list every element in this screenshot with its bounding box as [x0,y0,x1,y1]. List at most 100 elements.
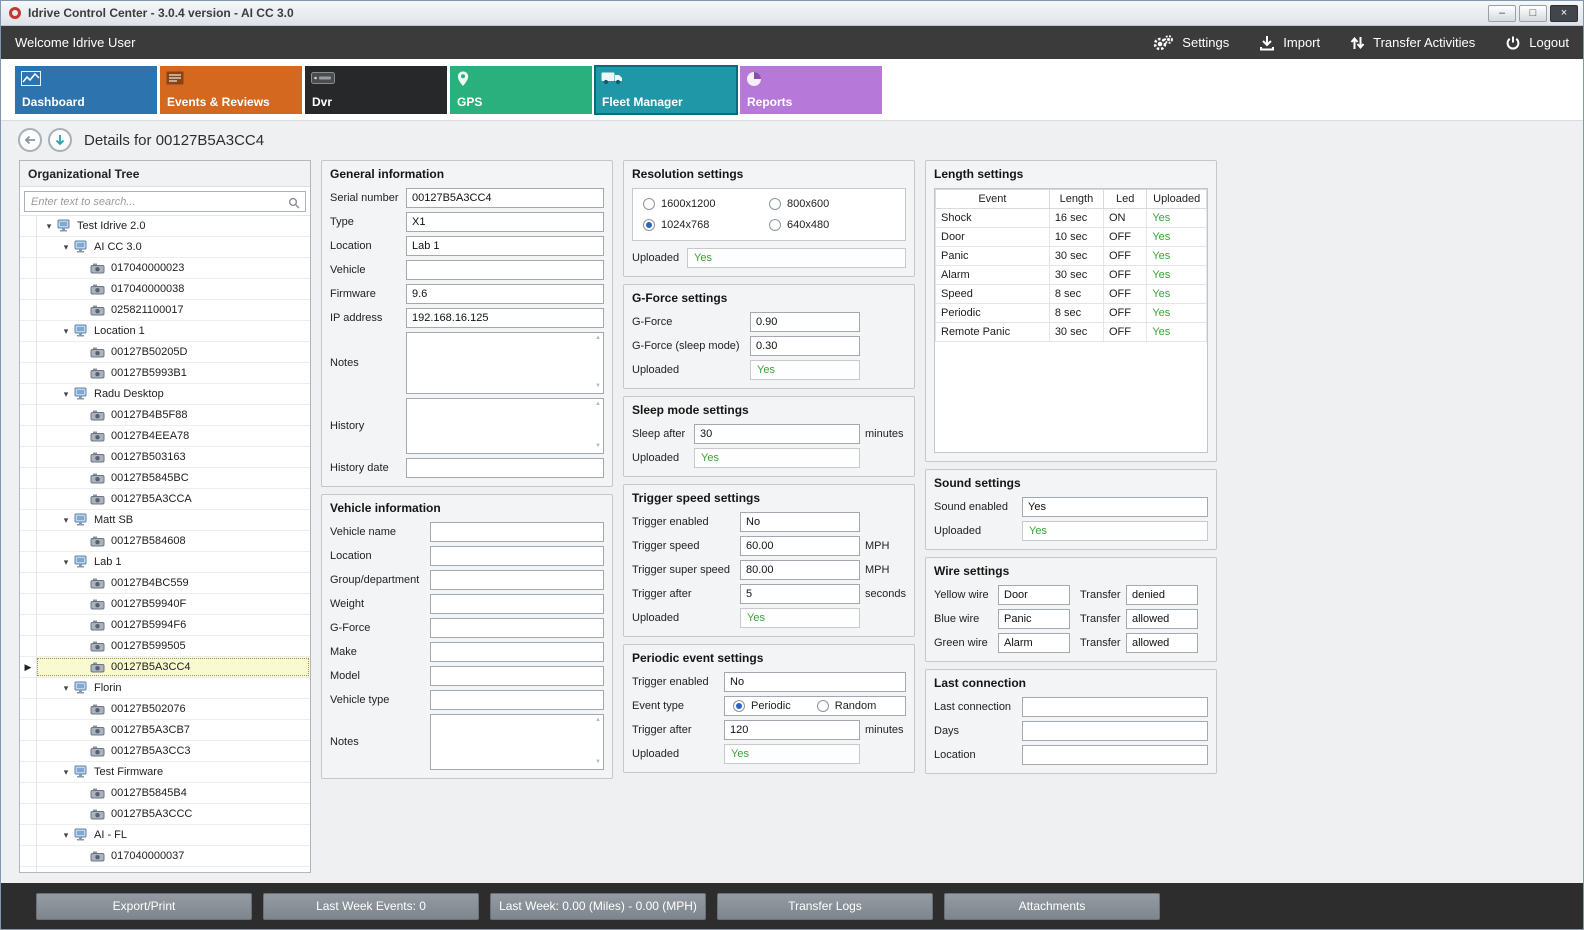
g-force-input[interactable] [750,312,860,332]
scroll-down-icon[interactable]: ▼ [595,383,601,389]
length-settings-row[interactable]: Periodic 8 sec OFF Yes [935,303,1207,323]
expand-arrow-icon[interactable]: ▾ [63,514,69,525]
tree-item[interactable]: ▾ Lab 1 [20,552,310,573]
history-date-input[interactable] [406,458,604,478]
scroll-up-icon[interactable]: ▲ [595,335,601,341]
export-print-button[interactable]: Export/Print [36,892,252,920]
logout-button[interactable]: Logout [1505,35,1569,51]
location-input[interactable] [430,546,604,566]
notes-textarea[interactable] [406,332,604,394]
radio-1600x1200[interactable]: 1600x1200 [643,198,769,210]
expand-arrow-icon[interactable]: ▾ [63,241,69,252]
import-button[interactable]: Import [1259,35,1320,51]
attachments-button[interactable]: Attachments [944,892,1160,920]
tree-item[interactable]: 00127B5A3CB7 [20,720,310,741]
type-input[interactable] [406,212,604,232]
tree-item[interactable]: 00127B502076 [20,699,310,720]
length-settings-row[interactable]: Panic 30 sec OFF Yes [935,246,1207,266]
expand-arrow-icon[interactable]: ▾ [46,220,52,231]
tree-item[interactable]: ▾ AI CC 3.0 [20,237,310,258]
scroll-down-icon[interactable]: ▼ [595,759,601,765]
back-button[interactable] [18,128,42,152]
last-week-stats-button[interactable]: Last Week: 0.00 (Miles) - 0.00 (MPH) [490,892,706,920]
tree-item[interactable]: ▾ Matt SB [20,510,310,531]
transfer-logs-button[interactable]: Transfer Logs [717,892,933,920]
maximize-button[interactable]: □ [1519,4,1547,22]
tree-item[interactable]: ▾ AI - FL [20,825,310,846]
tab-reports[interactable]: Reports [740,66,882,114]
g-force-input[interactable] [430,618,604,638]
tree-item[interactable]: 00127B503163 [20,447,310,468]
sleep-after-input[interactable] [694,424,860,444]
tab-gps[interactable]: GPS [450,66,592,114]
radio-periodic[interactable]: Periodic [733,700,791,712]
radio-random[interactable]: Random [816,700,876,712]
expand-arrow-icon[interactable]: ▾ [63,556,69,567]
tree-item[interactable]: 017040000037 [20,846,310,867]
tree-item[interactable]: 00127B584608 [20,531,310,552]
ip-address-input[interactable] [406,308,604,328]
trigger-speed-input[interactable] [740,536,860,556]
collapse-all-button[interactable] [48,128,72,152]
radio-800x600[interactable]: 800x600 [769,198,895,210]
group-department-input[interactable] [430,570,604,590]
length-settings-row[interactable]: Alarm 30 sec OFF Yes [935,265,1207,285]
tree-item[interactable]: 00127B5A3CCC [20,804,310,825]
transfer-activities-button[interactable]: Transfer Activities [1350,35,1475,51]
tree-item[interactable]: 00127B5994F6 [20,615,310,636]
firmware-input[interactable] [406,284,604,304]
radio-640x480[interactable]: 640x480 [769,219,895,231]
tree-item[interactable]: ▾ Location 1 [20,321,310,342]
trigger-after-input[interactable] [740,584,860,604]
expand-arrow-icon[interactable]: ▾ [63,325,69,336]
notes-textarea[interactable] [430,714,604,770]
tree-item[interactable]: 00127B599505 [20,636,310,657]
blue-wire-input[interactable] [998,609,1070,629]
tab-dvr[interactable]: Dvr [305,66,447,114]
length-settings-row[interactable]: Speed 8 sec OFF Yes [935,284,1207,304]
vehicle-type-input[interactable] [430,690,604,710]
green-wire-input[interactable] [998,633,1070,653]
tree-item[interactable]: 00127B5A3CCA [20,489,310,510]
tree-item[interactable]: 00127B5845BC [20,468,310,489]
trigger-after-input[interactable] [724,720,860,740]
tree-item[interactable]: 017040000023 [20,258,310,279]
make-input[interactable] [430,642,604,662]
close-button[interactable]: × [1550,4,1578,22]
location-input[interactable] [1022,745,1208,765]
tab-dashboard[interactable]: Dashboard [15,66,157,114]
trigger-super-speed-input[interactable] [740,560,860,580]
weight-input[interactable] [430,594,604,614]
tree-item[interactable]: ▾ Test Idrive 2.0 [20,216,310,237]
trigger-enabled-input[interactable] [724,672,906,692]
tree-item[interactable]: ▶ 00127B5A3CC4 [20,657,310,678]
vehicle-input[interactable] [406,260,604,280]
tree-item[interactable]: 00127B4B5F88 [20,405,310,426]
scroll-up-icon[interactable]: ▲ [595,717,601,723]
tree-item[interactable]: ▾ Florin [20,678,310,699]
tree-item[interactable]: 00127B50205D [20,342,310,363]
scroll-down-icon[interactable]: ▼ [595,443,601,449]
length-settings-row[interactable]: Shock 16 sec ON Yes [935,208,1207,228]
days-input[interactable] [1022,721,1208,741]
yellow-wire-transfer-input[interactable] [1126,585,1198,605]
last-connection-input[interactable] [1022,697,1208,717]
length-settings-row[interactable]: Remote Panic 30 sec OFF Yes [935,322,1207,342]
tab-fleet-manager[interactable]: Fleet Manager [594,65,738,115]
green-wire-transfer-input[interactable] [1126,633,1198,653]
trigger-enabled-input[interactable] [740,512,860,532]
vehicle-name-input[interactable] [430,522,604,542]
expand-arrow-icon[interactable]: ▾ [63,766,69,777]
last-week-events-button[interactable]: Last Week Events: 0 [263,892,479,920]
serial-number-input[interactable] [406,188,604,208]
tree-item[interactable]: 00127B4EEA78 [20,426,310,447]
yellow-wire-input[interactable] [998,585,1070,605]
tree-item[interactable]: 025821100017 [20,300,310,321]
g-force-sleep-mode-input[interactable] [750,336,860,356]
model-input[interactable] [430,666,604,686]
radio-1024x768[interactable]: 1024x768 [643,219,769,231]
tab-events-reviews[interactable]: Events & Reviews [160,66,302,114]
tree-item[interactable]: 00127B59940F [20,594,310,615]
tree-item[interactable]: 00127B5A3CC3 [20,741,310,762]
tree-item[interactable]: ▾ Radu Desktop [20,384,310,405]
